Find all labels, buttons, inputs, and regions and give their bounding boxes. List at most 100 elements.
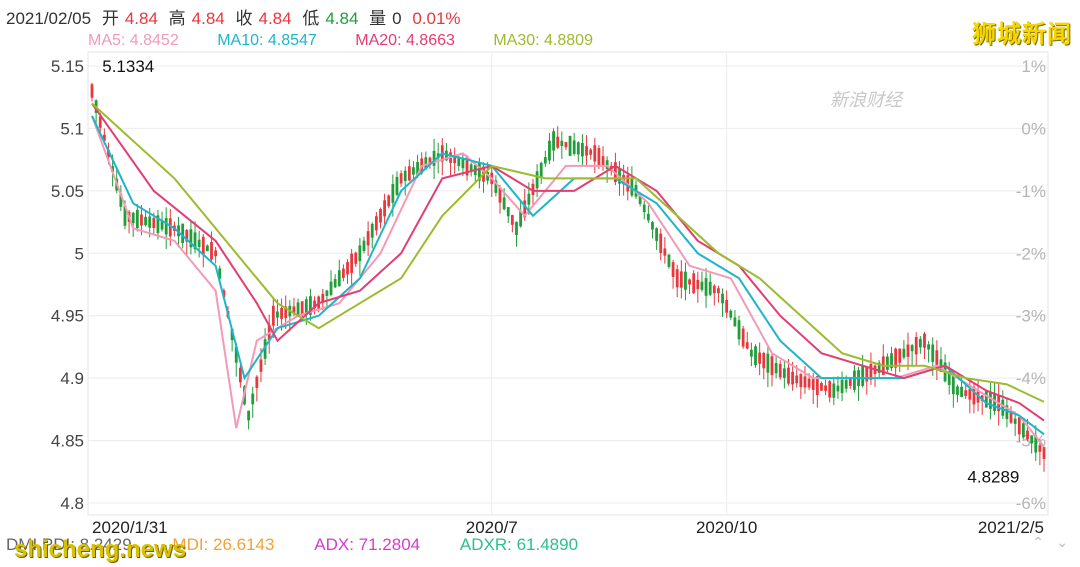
candle-body	[1038, 445, 1042, 452]
adxr-legend: ADXR: 61.4890	[459, 535, 579, 554]
site-watermark: shicheng.news	[14, 536, 187, 563]
candle-body	[457, 157, 461, 167]
candle-body	[1017, 417, 1021, 435]
plot-frame	[87, 51, 1049, 516]
candle-body	[383, 200, 387, 217]
ma-line-ma10	[91, 115, 1045, 436]
candle-body	[927, 344, 931, 350]
candle-body	[535, 171, 539, 189]
candle-body	[1001, 399, 1005, 416]
candle-body	[692, 273, 696, 294]
ma10-legend: MA10: 4.8547	[217, 32, 317, 49]
candle-body	[861, 366, 865, 386]
candle-body	[890, 353, 893, 369]
candle-body	[185, 230, 189, 242]
candle-body	[795, 375, 799, 384]
candle-body	[230, 328, 234, 341]
candle-body	[548, 140, 551, 161]
candle-body	[787, 367, 790, 384]
candle-body	[815, 376, 819, 396]
candle-body	[853, 370, 856, 390]
quote-date: 2021/02/05	[6, 9, 92, 28]
candle-body	[865, 366, 869, 382]
candle-body	[824, 385, 827, 391]
volume-label: 量	[369, 9, 387, 28]
candle-body	[543, 157, 547, 164]
candle-body	[498, 187, 502, 203]
expand-icon[interactable]: ⌄	[1056, 534, 1068, 550]
x-tick-label: 2020/7	[466, 518, 518, 537]
right-tick-label: 1%	[1021, 57, 1046, 76]
candle-body	[931, 344, 935, 362]
candle-body	[337, 270, 341, 287]
ma-line-ma20	[91, 102, 1045, 422]
candle-body	[222, 290, 226, 298]
candle-body	[848, 378, 852, 386]
candle-body	[531, 183, 535, 196]
candle-body	[428, 157, 432, 165]
ma-line-ma30	[91, 102, 1045, 403]
candle-body	[234, 346, 238, 363]
candle-body	[296, 302, 300, 316]
candle-body	[572, 140, 576, 154]
candle-body	[964, 390, 968, 396]
candle-body	[313, 300, 316, 309]
candle-body	[1042, 447, 1046, 460]
candle-body	[98, 116, 102, 128]
candle-body	[762, 352, 766, 369]
candle-body	[107, 149, 110, 158]
candle-body	[840, 379, 844, 394]
candle-body	[659, 233, 663, 253]
right-tick-label: -4%	[1016, 369, 1046, 388]
candle-body	[820, 383, 823, 391]
candle-body	[688, 279, 691, 285]
collapse-icon[interactable]: ⌃	[1032, 534, 1044, 550]
candle-body	[679, 271, 683, 288]
candle-body	[255, 376, 259, 388]
candle-body	[519, 210, 523, 227]
candle-body	[453, 156, 457, 164]
candle-body	[148, 216, 152, 228]
candle-body	[325, 290, 329, 296]
candle-body	[119, 193, 123, 207]
close-label: 收	[235, 9, 253, 28]
candle-body	[164, 217, 168, 235]
candle-body	[581, 142, 584, 157]
candle-body	[1005, 405, 1009, 420]
low-label: 低	[302, 9, 320, 28]
candle-body	[894, 348, 898, 368]
candle-body	[189, 229, 193, 248]
candle-body	[898, 348, 902, 363]
candle-body	[218, 268, 222, 279]
candle-body	[407, 166, 411, 181]
candle-body	[523, 200, 527, 218]
candle-body	[160, 220, 164, 230]
candle-body	[321, 293, 325, 303]
candle-body	[844, 380, 848, 389]
candle-body	[346, 262, 349, 275]
ma-line-ma5	[91, 115, 1045, 448]
candle-body	[968, 389, 972, 400]
candle-body	[135, 209, 139, 229]
candle-body	[642, 204, 646, 213]
y-tick-label: 5.05	[51, 182, 84, 201]
min-annotation: 4.8289	[967, 468, 1019, 487]
ma30-legend: MA30: 4.8809	[493, 32, 593, 49]
candle-body	[1009, 410, 1013, 423]
candle-body	[111, 166, 115, 172]
candle-body	[671, 262, 675, 277]
candle-body	[836, 385, 840, 392]
candle-body	[564, 142, 568, 148]
candle-body	[477, 163, 481, 181]
candle-body	[717, 288, 720, 294]
max-annotation: 5.1334	[102, 57, 154, 76]
candle-body	[758, 352, 762, 364]
candle-body	[597, 147, 601, 167]
candle-body	[754, 346, 757, 366]
candle-body	[412, 167, 415, 175]
indicator-legend: DMI PDI: 8.2429 MDI: 26.6143 ADX: 71.280…	[6, 535, 614, 555]
candle-body	[201, 236, 205, 255]
candle-body	[993, 392, 996, 411]
candle-body	[486, 171, 490, 181]
pdi-legend: DMI PDI: 8.2429	[6, 535, 132, 554]
